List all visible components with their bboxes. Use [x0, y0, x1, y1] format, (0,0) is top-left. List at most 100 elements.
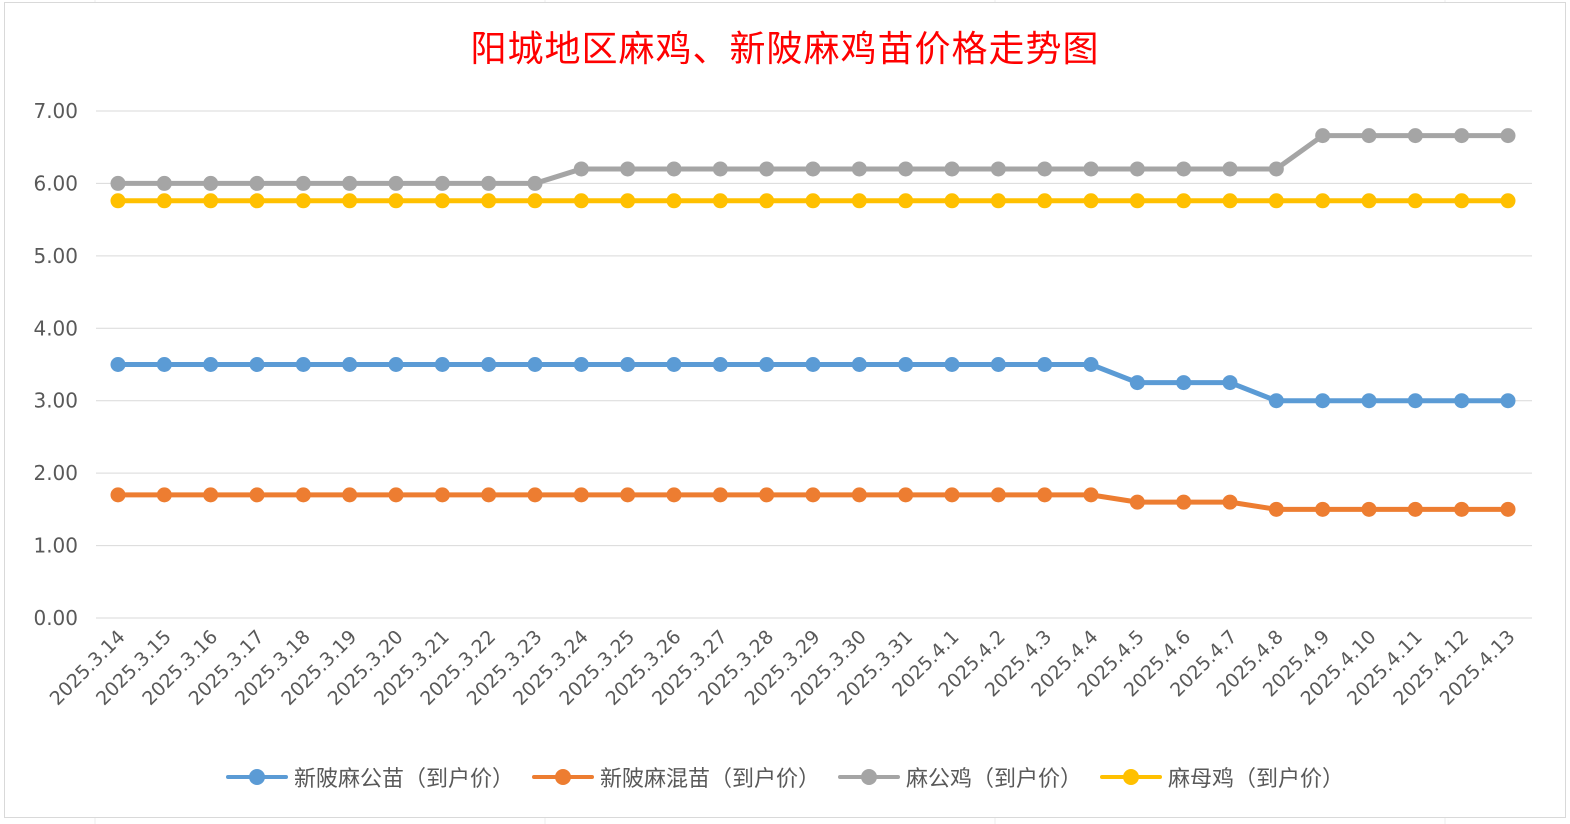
data-point — [851, 357, 867, 372]
data-point — [1268, 193, 1284, 209]
data-point — [1222, 375, 1238, 391]
data-point — [388, 357, 404, 372]
data-point — [1176, 193, 1192, 209]
data-point — [851, 487, 867, 503]
data-point — [712, 193, 728, 209]
series-3 — [110, 128, 1516, 191]
data-point — [203, 487, 219, 503]
data-point — [944, 357, 960, 372]
legend-label: 麻公鸡（到户价） — [906, 767, 1083, 792]
legend-item: 新陂麻公苗（到户价） — [225, 761, 514, 793]
legend-label: 新陂麻混苗（到户价） — [599, 767, 820, 792]
data-point — [1083, 161, 1099, 177]
data-point — [1454, 128, 1470, 144]
data-point — [759, 357, 775, 372]
data-point — [1222, 494, 1238, 510]
data-point — [1222, 193, 1238, 209]
data-point — [388, 487, 404, 503]
data-point — [759, 487, 775, 503]
y-tick-label: 5.00 — [33, 244, 78, 268]
data-point — [759, 193, 775, 209]
data-point — [1407, 393, 1423, 409]
data-point — [851, 193, 867, 209]
data-point — [156, 357, 172, 372]
series-1 — [110, 357, 1516, 409]
data-point — [805, 193, 821, 209]
x-axis-tick-labels: 2025.3.142025.3.152025.3.162025.3.172025… — [46, 626, 1520, 710]
data-point — [295, 193, 311, 209]
data-point — [527, 487, 543, 503]
data-point — [1129, 161, 1145, 177]
data-point — [1407, 501, 1423, 517]
y-tick-label: 0.00 — [33, 606, 78, 630]
data-point — [388, 175, 404, 191]
y-tick-label: 4.00 — [33, 316, 78, 340]
data-point — [481, 193, 497, 209]
data-point — [249, 175, 265, 191]
data-point — [898, 487, 914, 503]
data-point — [1361, 393, 1377, 409]
data-point — [1037, 161, 1053, 177]
data-point — [990, 357, 1006, 372]
data-point — [573, 487, 589, 503]
data-point — [1129, 375, 1145, 391]
data-point — [805, 161, 821, 177]
y-tick-label: 7.00 — [33, 99, 78, 123]
chart-area[interactable] — [4, 2, 1566, 818]
data-point — [156, 487, 172, 503]
data-point — [434, 193, 450, 209]
data-point — [851, 161, 867, 177]
y-tick-label: 2.00 — [33, 461, 78, 485]
data-point — [666, 193, 682, 209]
data-point — [203, 357, 219, 372]
data-point — [1500, 128, 1516, 144]
data-point — [1500, 501, 1516, 517]
data-point — [295, 357, 311, 372]
data-point — [1407, 193, 1423, 209]
data-point — [573, 161, 589, 177]
data-point — [1361, 128, 1377, 144]
data-point — [712, 357, 728, 372]
data-point — [342, 193, 358, 209]
data-point — [342, 357, 358, 372]
data-point — [1222, 161, 1238, 177]
legend-item: 麻母鸡（到户价） — [1100, 761, 1344, 793]
data-point — [805, 487, 821, 503]
data-point — [156, 175, 172, 191]
data-point — [1083, 193, 1099, 209]
data-point — [1407, 128, 1423, 144]
data-point — [1129, 193, 1145, 209]
data-point — [1129, 494, 1145, 510]
data-point — [388, 193, 404, 209]
data-point — [527, 357, 543, 372]
data-point — [573, 193, 589, 209]
data-point — [1315, 193, 1331, 209]
data-point — [990, 487, 1006, 503]
data-point — [620, 487, 636, 503]
data-point — [342, 175, 358, 191]
data-point — [527, 175, 543, 191]
data-point — [1176, 161, 1192, 177]
data-point — [110, 487, 126, 503]
legend-item: 麻公鸡（到户价） — [838, 761, 1082, 793]
data-point — [1037, 357, 1053, 372]
data-point — [1454, 393, 1470, 409]
series-2 — [110, 487, 1516, 517]
legend: 新陂麻公苗（到户价） 新陂麻混苗（到户价） 麻公鸡（到户价） 麻母鸡（到户价） — [0, 760, 1570, 794]
data-point — [1454, 501, 1470, 517]
data-point — [1176, 375, 1192, 391]
data-point — [1315, 128, 1331, 144]
legend-swatch — [531, 769, 594, 785]
series-lines — [110, 128, 1516, 517]
data-point — [898, 357, 914, 372]
data-point — [156, 193, 172, 209]
data-point — [527, 193, 543, 209]
data-point — [944, 487, 960, 503]
data-point — [712, 487, 728, 503]
data-point — [1500, 193, 1516, 209]
data-point — [620, 161, 636, 177]
data-point — [203, 193, 219, 209]
data-point — [1361, 193, 1377, 209]
data-point — [898, 161, 914, 177]
data-point — [249, 487, 265, 503]
